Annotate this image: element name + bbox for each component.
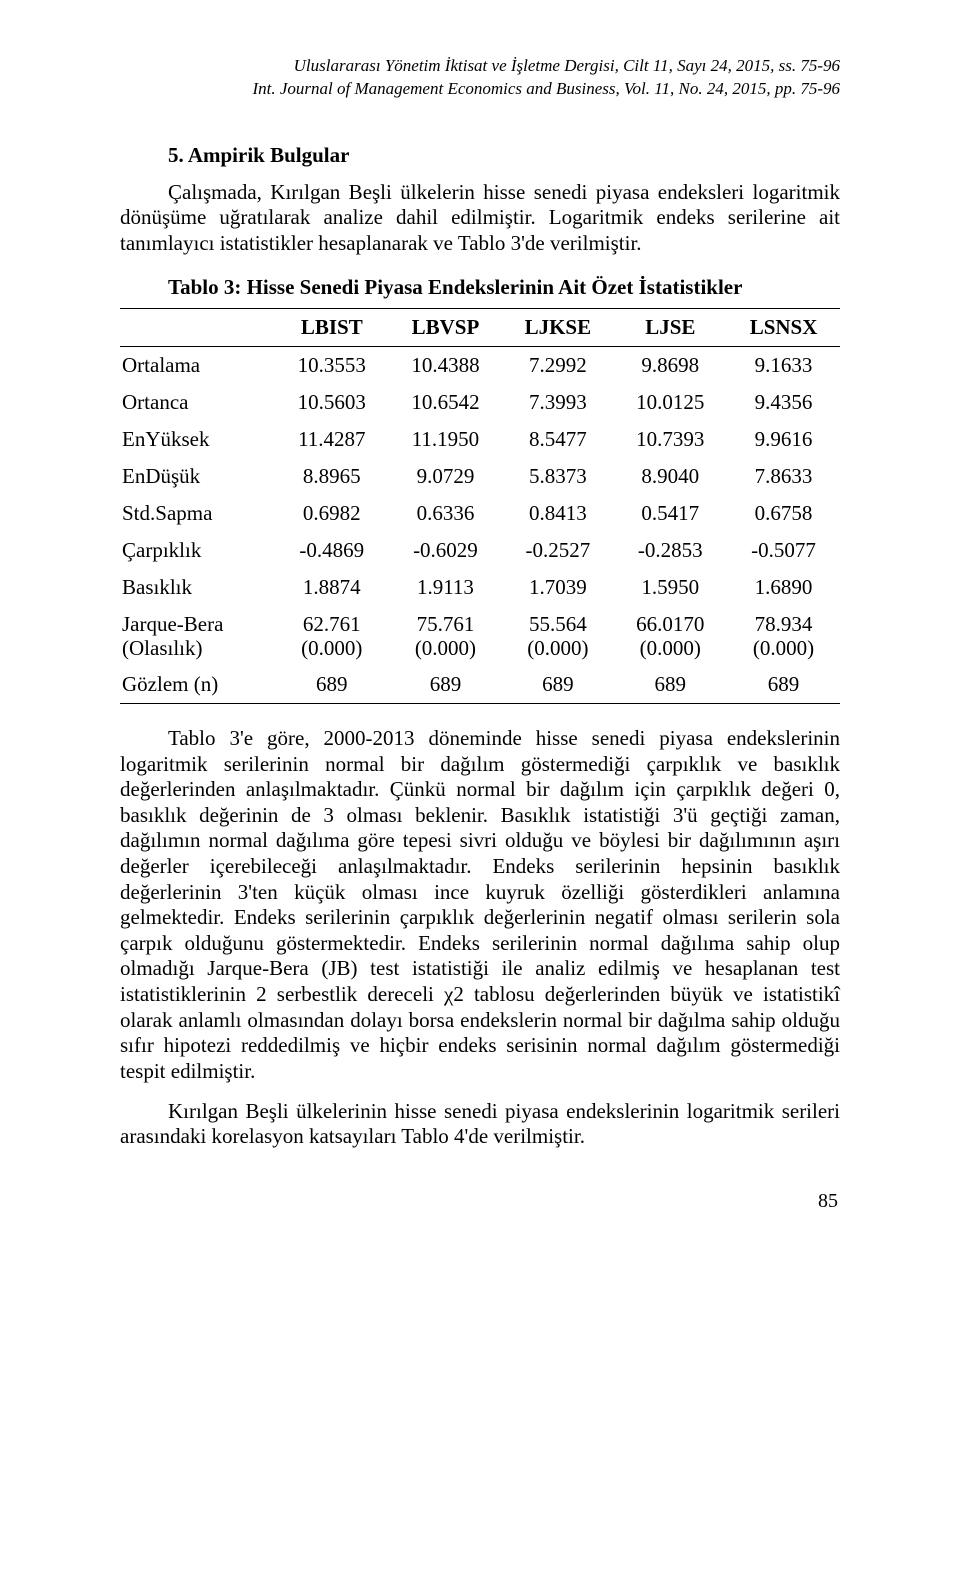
jb-prob: (0.000) bbox=[508, 636, 607, 660]
cell: 7.2992 bbox=[502, 346, 613, 384]
statistics-table: LBIST LBVSP LJKSE LJSE LSNSX Ortalama 10… bbox=[120, 308, 840, 704]
cell: 1.5950 bbox=[613, 569, 727, 606]
col-lbist: LBIST bbox=[275, 308, 389, 346]
row-label: Ortanca bbox=[120, 384, 275, 421]
cell: 7.3993 bbox=[502, 384, 613, 421]
col-lsnsx: LSNSX bbox=[727, 308, 840, 346]
cell: 1.6890 bbox=[727, 569, 840, 606]
jb-label-2: (Olasılık) bbox=[122, 636, 269, 660]
cell: 0.6336 bbox=[389, 495, 503, 532]
cell: 62.761 (0.000) bbox=[275, 606, 389, 666]
cell: 9.0729 bbox=[389, 458, 503, 495]
cell: 0.6758 bbox=[727, 495, 840, 532]
cell: 0.8413 bbox=[502, 495, 613, 532]
closing-paragraph: Kırılgan Beşli ülkelerinin hisse senedi … bbox=[120, 1099, 840, 1150]
journal-header-line1: Uluslararası Yönetim İktisat ve İşletme … bbox=[120, 55, 840, 78]
cell: -0.5077 bbox=[727, 532, 840, 569]
cell: 1.8874 bbox=[275, 569, 389, 606]
jb-prob: (0.000) bbox=[395, 636, 497, 660]
jb-val: 75.761 bbox=[395, 612, 497, 636]
jb-val: 55.564 bbox=[508, 612, 607, 636]
cell: 10.4388 bbox=[389, 346, 503, 384]
cell: 5.8373 bbox=[502, 458, 613, 495]
cell: 689 bbox=[613, 666, 727, 704]
intro-paragraph: Çalışmada, Kırılgan Beşli ülkelerin hiss… bbox=[120, 180, 840, 257]
cell: 8.9040 bbox=[613, 458, 727, 495]
page-number: 85 bbox=[120, 1190, 840, 1213]
col-ljkse: LJKSE bbox=[502, 308, 613, 346]
cell: 9.9616 bbox=[727, 421, 840, 458]
cell: 10.6542 bbox=[389, 384, 503, 421]
cell: 10.7393 bbox=[613, 421, 727, 458]
page-container: Uluslararası Yönetim İktisat ve İşletme … bbox=[0, 0, 960, 1263]
cell: 1.7039 bbox=[502, 569, 613, 606]
cell: 10.3553 bbox=[275, 346, 389, 384]
row-label: EnYüksek bbox=[120, 421, 275, 458]
jb-prob: (0.000) bbox=[619, 636, 721, 660]
jb-val: 66.0170 bbox=[619, 612, 721, 636]
row-label: Jarque-Bera (Olasılık) bbox=[120, 606, 275, 666]
col-ljse: LJSE bbox=[613, 308, 727, 346]
cell: -0.6029 bbox=[389, 532, 503, 569]
cell: 689 bbox=[275, 666, 389, 704]
cell: 8.8965 bbox=[275, 458, 389, 495]
row-label: Gözlem (n) bbox=[120, 666, 275, 704]
row-label: Std.Sapma bbox=[120, 495, 275, 532]
table-row: EnDüşük 8.8965 9.0729 5.8373 8.9040 7.86… bbox=[120, 458, 840, 495]
cell: 0.6982 bbox=[275, 495, 389, 532]
row-label: Çarpıklık bbox=[120, 532, 275, 569]
table-row: Ortalama 10.3553 10.4388 7.2992 9.8698 9… bbox=[120, 346, 840, 384]
jb-val: 62.761 bbox=[281, 612, 383, 636]
journal-header-line2: Int. Journal of Management Economics and… bbox=[120, 78, 840, 101]
cell: 11.1950 bbox=[389, 421, 503, 458]
col-blank bbox=[120, 308, 275, 346]
table-title: Tablo 3: Hisse Senedi Piyasa Endekslerin… bbox=[120, 275, 840, 300]
cell: -0.2527 bbox=[502, 532, 613, 569]
cell: -0.4869 bbox=[275, 532, 389, 569]
jb-val: 78.934 bbox=[733, 612, 834, 636]
cell: 11.4287 bbox=[275, 421, 389, 458]
cell: 10.5603 bbox=[275, 384, 389, 421]
row-label: EnDüşük bbox=[120, 458, 275, 495]
col-lbvsp: LBVSP bbox=[389, 308, 503, 346]
cell: 10.0125 bbox=[613, 384, 727, 421]
cell: 0.5417 bbox=[613, 495, 727, 532]
cell: 78.934 (0.000) bbox=[727, 606, 840, 666]
cell: -0.2853 bbox=[613, 532, 727, 569]
row-label: Basıklık bbox=[120, 569, 275, 606]
jb-prob: (0.000) bbox=[281, 636, 383, 660]
table-row: Ortanca 10.5603 10.6542 7.3993 10.0125 9… bbox=[120, 384, 840, 421]
table-row-jb: Jarque-Bera (Olasılık) 62.761 (0.000) 75… bbox=[120, 606, 840, 666]
table-row: Std.Sapma 0.6982 0.6336 0.8413 0.5417 0.… bbox=[120, 495, 840, 532]
table-header-row: LBIST LBVSP LJKSE LJSE LSNSX bbox=[120, 308, 840, 346]
table-row: Çarpıklık -0.4869 -0.6029 -0.2527 -0.285… bbox=[120, 532, 840, 569]
cell: 9.8698 bbox=[613, 346, 727, 384]
table-row: Basıklık 1.8874 1.9113 1.7039 1.5950 1.6… bbox=[120, 569, 840, 606]
cell: 689 bbox=[727, 666, 840, 704]
cell: 7.8633 bbox=[727, 458, 840, 495]
cell: 55.564 (0.000) bbox=[502, 606, 613, 666]
table-row: EnYüksek 11.4287 11.1950 8.5477 10.7393 … bbox=[120, 421, 840, 458]
cell: 689 bbox=[502, 666, 613, 704]
jb-label-1: Jarque-Bera bbox=[122, 612, 269, 636]
cell: 9.4356 bbox=[727, 384, 840, 421]
cell: 8.5477 bbox=[502, 421, 613, 458]
row-label: Ortalama bbox=[120, 346, 275, 384]
analysis-paragraph: Tablo 3'e göre, 2000-2013 döneminde hiss… bbox=[120, 726, 840, 1085]
cell: 9.1633 bbox=[727, 346, 840, 384]
cell: 1.9113 bbox=[389, 569, 503, 606]
table-row-obs: Gözlem (n) 689 689 689 689 689 bbox=[120, 666, 840, 704]
jb-prob: (0.000) bbox=[733, 636, 834, 660]
cell: 689 bbox=[389, 666, 503, 704]
cell: 66.0170 (0.000) bbox=[613, 606, 727, 666]
cell: 75.761 (0.000) bbox=[389, 606, 503, 666]
section-title: 5. Ampirik Bulgular bbox=[120, 143, 840, 168]
